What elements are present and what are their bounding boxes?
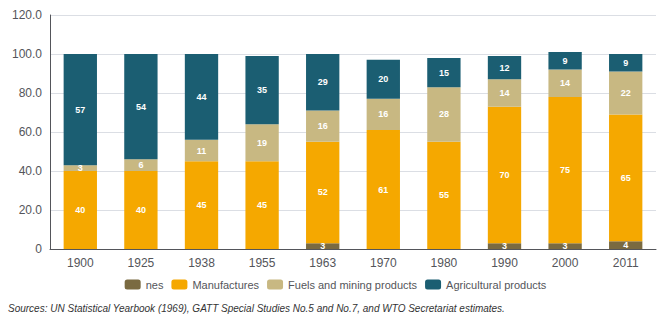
- svg-text:45: 45: [196, 200, 206, 210]
- svg-text:100.0: 100.0: [12, 47, 42, 61]
- svg-text:120.0: 120.0: [12, 8, 42, 22]
- svg-text:6: 6: [138, 160, 143, 170]
- svg-text:3: 3: [563, 241, 568, 251]
- svg-text:2011: 2011: [613, 256, 639, 270]
- svg-text:40: 40: [136, 205, 146, 215]
- svg-text:65: 65: [621, 173, 631, 183]
- svg-text:20.0: 20.0: [19, 203, 43, 217]
- svg-text:40: 40: [75, 205, 85, 215]
- svg-text:57: 57: [75, 105, 85, 115]
- svg-text:2000: 2000: [552, 256, 579, 270]
- svg-text:4: 4: [623, 240, 628, 250]
- svg-text:52: 52: [318, 187, 328, 197]
- svg-text:1963: 1963: [309, 256, 336, 270]
- svg-text:9: 9: [563, 56, 568, 66]
- svg-text:1980: 1980: [431, 256, 458, 270]
- svg-text:3: 3: [320, 241, 325, 251]
- svg-text:1955: 1955: [249, 256, 276, 270]
- svg-text:61: 61: [378, 185, 388, 195]
- svg-text:19: 19: [257, 138, 267, 148]
- svg-text:14: 14: [499, 88, 509, 98]
- svg-text:15: 15: [439, 68, 449, 78]
- svg-text:11: 11: [197, 146, 207, 156]
- svg-text:22: 22: [621, 88, 631, 98]
- svg-text:20: 20: [378, 74, 388, 84]
- svg-text:60.0: 60.0: [19, 125, 43, 139]
- svg-text:1900: 1900: [67, 256, 94, 270]
- svg-text:3: 3: [502, 241, 507, 251]
- svg-text:1970: 1970: [370, 256, 397, 270]
- svg-text:16: 16: [378, 109, 388, 119]
- svg-text:nes: nes: [146, 279, 164, 291]
- svg-text:1990: 1990: [491, 256, 518, 270]
- svg-text:45: 45: [257, 200, 267, 210]
- svg-text:35: 35: [257, 85, 267, 95]
- svg-text:40.0: 40.0: [19, 164, 43, 178]
- svg-text:Sources: UN Statistical Yearbo: Sources: UN Statistical Yearbook (1969),…: [8, 303, 505, 314]
- svg-text:55: 55: [439, 190, 449, 200]
- svg-text:3: 3: [78, 163, 83, 173]
- svg-text:70: 70: [499, 170, 509, 180]
- svg-text:Agricultural products: Agricultural products: [446, 279, 547, 291]
- svg-text:0: 0: [35, 242, 42, 256]
- svg-text:Fuels and mining products: Fuels and mining products: [288, 279, 418, 291]
- svg-text:14: 14: [560, 78, 570, 88]
- svg-text:29: 29: [318, 77, 328, 87]
- svg-text:1938: 1938: [188, 256, 215, 270]
- svg-text:75: 75: [560, 165, 570, 175]
- svg-text:12: 12: [499, 63, 509, 73]
- svg-text:Manufactures: Manufactures: [192, 279, 259, 291]
- svg-text:1925: 1925: [128, 256, 155, 270]
- svg-text:80.0: 80.0: [19, 86, 43, 100]
- svg-text:16: 16: [318, 121, 328, 131]
- svg-text:9: 9: [623, 58, 628, 68]
- svg-text:44: 44: [196, 92, 206, 102]
- svg-text:54: 54: [136, 102, 146, 112]
- svg-text:28: 28: [439, 109, 449, 119]
